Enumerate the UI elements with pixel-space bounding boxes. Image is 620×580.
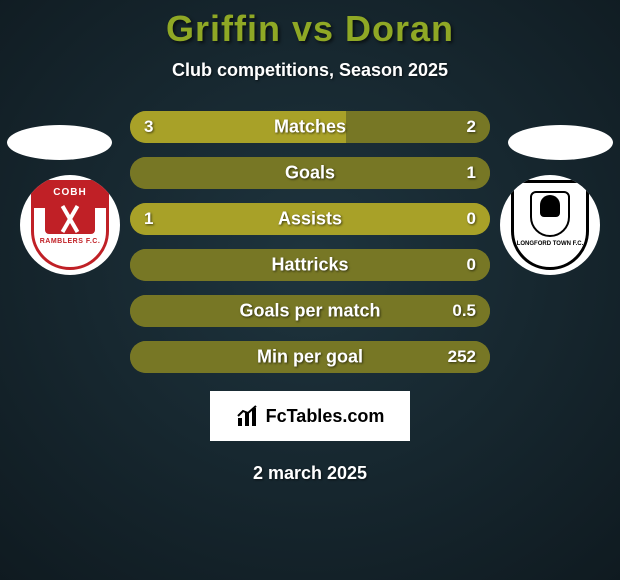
stat-row: 252Min per goal <box>130 341 490 373</box>
stat-row: 0Hattricks <box>130 249 490 281</box>
crest-ribbon-text: LONGFORD TOWN F.C. <box>517 241 584 247</box>
crest-bell-icon <box>540 195 560 217</box>
right-team-badge: LONGFORD TOWN F.C. <box>500 175 600 275</box>
stat-label: Hattricks <box>130 255 490 276</box>
subtitle: Club competitions, Season 2025 <box>0 60 620 81</box>
player-right-name: Doran <box>345 8 454 49</box>
left-player-ellipse <box>7 125 112 160</box>
longford-town-crest: LONGFORD TOWN F.C. <box>511 180 589 270</box>
right-player-ellipse <box>508 125 613 160</box>
stat-label: Goals <box>130 163 490 184</box>
crest-emblem <box>45 204 95 234</box>
chart-icon <box>236 404 260 428</box>
stat-bars: 32Matches 1Goals 10Assists 0Hattricks 0.5Goa… <box>130 111 490 387</box>
stat-label: Matches <box>130 117 490 138</box>
stats-area: COBH RAMBLERS F.C. LONGFORD TOWN F.C. 32… <box>0 111 620 371</box>
player-left-name: Griffin <box>166 8 281 49</box>
match-date: 2 march 2025 <box>0 463 620 484</box>
stat-label: Min per goal <box>130 347 490 368</box>
cobh-ramblers-crest: COBH RAMBLERS F.C. <box>31 180 109 270</box>
stat-row: 1Goals <box>130 157 490 189</box>
crest-shield <box>530 191 570 237</box>
stat-row: 32Matches <box>130 111 490 143</box>
crest-bottom-text: RAMBLERS F.C. <box>40 238 101 245</box>
brand-text: FcTables.com <box>266 406 385 427</box>
stat-label: Goals per match <box>130 301 490 322</box>
vs-text: vs <box>292 8 334 49</box>
branding-box[interactable]: FcTables.com <box>210 391 410 441</box>
stat-row: 10Assists <box>130 203 490 235</box>
stat-row: 0.5Goals per match <box>130 295 490 327</box>
comparison-title: Griffin vs Doran <box>0 8 620 50</box>
stat-label: Assists <box>130 209 490 230</box>
content-root: Griffin vs Doran Club competitions, Seas… <box>0 0 620 484</box>
crest-top-text: COBH <box>53 187 86 198</box>
left-team-badge: COBH RAMBLERS F.C. <box>20 175 120 275</box>
